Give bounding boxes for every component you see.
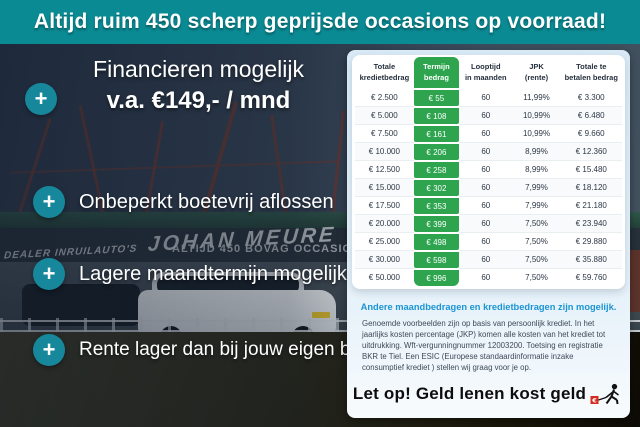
- table-cell: 60: [459, 196, 513, 214]
- benefit-lower-term-title: Lagere maandtermijn mogelijk: [79, 262, 347, 285]
- table-cell: 11,99%: [523, 92, 550, 102]
- table-cell: 60: [459, 268, 513, 286]
- table-cell: 60: [459, 106, 513, 124]
- table-cell: € 10.000: [355, 142, 414, 160]
- table-cell: 7,99%: [512, 178, 561, 196]
- table-cell: 60: [459, 250, 513, 268]
- table-cell: € 17.500: [355, 196, 414, 214]
- table-cell: 7,50%: [512, 250, 561, 268]
- table-cell: 60: [459, 214, 513, 232]
- table-cell: € 25.000: [355, 232, 414, 250]
- table-row: € 15.000 € 302 60 7,99% € 18.120: [355, 178, 622, 196]
- benefit-interest: + Rente lager dan bij jouw eigen bank: [33, 334, 381, 366]
- table-cell: 8,99%: [512, 142, 561, 160]
- table-cell: € 6.480: [560, 106, 622, 124]
- table-row: € 7.500 € 161 60 10,99% € 9.660: [355, 124, 622, 142]
- table-cell: € 50.000: [355, 268, 414, 286]
- plus-icon: +: [33, 258, 65, 290]
- table-cell: € 2.500: [371, 92, 398, 102]
- table-cell: 7,99%: [512, 196, 561, 214]
- table-cell: € 258: [413, 160, 460, 178]
- table-cell: € 21.180: [560, 196, 622, 214]
- table-cell: € 29.880: [560, 232, 622, 250]
- table-cell: 7,50%: [512, 232, 561, 250]
- credit-warning: Let op! Geld lenen kost geld €: [352, 383, 625, 405]
- benefit-financing-title: Financieren mogelijk: [93, 56, 304, 82]
- credit-warning-text: Let op! Geld lenen kost geld: [352, 383, 587, 403]
- table-cell: 60: [459, 160, 513, 178]
- benefit-interest-title: Rente lager dan bij jouw eigen bank: [79, 339, 382, 360]
- benefit-financing-price: v.a. €149,- / mnd: [106, 87, 291, 114]
- table-cell: € 161: [413, 124, 460, 142]
- svg-text:€: €: [591, 396, 597, 404]
- header-jpk: JPK (rente): [524, 62, 549, 82]
- table-cell: € 399: [413, 214, 460, 232]
- table-cell: € 108: [413, 106, 460, 124]
- table-cell: € 3.300: [577, 92, 605, 102]
- table-cell: € 598: [413, 250, 460, 268]
- table-row: € 5.000 € 108 60 10,99% € 6.480: [355, 106, 622, 124]
- table-cell: € 12.500: [355, 160, 414, 178]
- header-duration: Looptijd in maanden: [464, 62, 507, 82]
- loan-table-body: € 2.500 € 55 60 11,99% € 3.300 € 5.000 € 108 60…: [355, 88, 622, 286]
- header-term-amount: Termijn bedrag: [413, 57, 460, 88]
- table-cell: € 353: [413, 196, 460, 214]
- table-cell: € 5.000: [355, 106, 414, 124]
- table-row: € 30.000 € 598 60 7,50% € 35.880: [355, 250, 622, 268]
- table-cell: € 23.940: [560, 214, 622, 232]
- benefit-repayment-title: Onbeperkt boetevrij aflossen: [79, 190, 334, 213]
- table-cell: 60: [459, 142, 513, 160]
- table-cell: € 12.360: [560, 142, 622, 160]
- table-header-row: Totale kredietbedrag Termijn bedrag Loopti…: [355, 57, 622, 88]
- table-cell: € 20.000: [355, 214, 414, 232]
- plus-icon: +: [25, 82, 57, 115]
- table-cell: € 206: [413, 142, 460, 160]
- table-cell: € 55: [413, 88, 460, 106]
- table-cell: 8,99%: [512, 160, 561, 178]
- table-cell: € 35.880: [560, 250, 622, 268]
- table-cell: € 30.000: [355, 250, 414, 268]
- table-row: € 12.500 € 258 60 8,99% € 15.480: [355, 160, 622, 178]
- table-cell: € 15.000: [355, 178, 414, 196]
- table-row: € 2.500 € 55 60 11,99% € 3.300: [355, 88, 622, 106]
- plus-icon: +: [33, 334, 65, 366]
- loan-table: Totale kredietbedrag Termijn bedrag Loopti…: [355, 57, 622, 286]
- table-cell: 10,99%: [512, 106, 561, 124]
- table-cell: € 18.120: [560, 178, 622, 196]
- table-row: € 17.500 € 353 60 7,99% € 21.180: [355, 196, 622, 214]
- table-cell: € 302: [413, 178, 460, 196]
- top-banner: Altijd ruim 450 scherp geprijsde occasio…: [0, 0, 640, 44]
- table-cell: € 7.500: [355, 124, 414, 142]
- loan-table-card: Totale kredietbedrag Termijn bedrag Loopti…: [352, 55, 625, 289]
- header-credit-amount: Totale kredietbedrag: [359, 62, 410, 82]
- header-total-payable: Totale te betalen bedrag: [564, 62, 618, 82]
- table-cell: 60: [459, 178, 513, 196]
- table-cell: 60: [481, 92, 491, 102]
- table-cell: 7,50%: [512, 214, 561, 232]
- table-cell: € 9.660: [560, 124, 622, 142]
- plus-icon: +: [33, 186, 65, 218]
- table-row: € 25.000 € 498 60 7,50% € 29.880: [355, 232, 622, 250]
- finance-panel: Totale kredietbedrag Termijn bedrag Loopti…: [347, 50, 630, 418]
- disclaimer-text: Genoemde voorbeelden zijn op basis van p…: [362, 319, 606, 372]
- table-row: € 20.000 € 399 60 7,50% € 23.940: [355, 214, 622, 232]
- benefit-financing: + Financieren mogelijk v.a. €149,- / mnd: [25, 56, 340, 115]
- benefit-repayment: + Onbeperkt boetevrij aflossen: [33, 186, 334, 218]
- table-row: € 10.000 € 206 60 8,99% € 12.360: [355, 142, 622, 160]
- table-row: € 50.000 € 996 60 7,50% € 59.760: [355, 268, 622, 286]
- credit-warning-icon: €: [590, 383, 620, 404]
- table-cell: € 59.760: [560, 268, 622, 286]
- table-cell: € 996: [413, 268, 460, 286]
- table-cell: 60: [459, 124, 513, 142]
- banner-text: Altijd ruim 450 scherp geprijsde occasio…: [33, 10, 607, 33]
- other-amounts-note: Andere maandbedragen en kredietbedragen …: [360, 302, 617, 312]
- table-cell: 7,50%: [512, 268, 561, 286]
- benefit-lower-term: + Lagere maandtermijn mogelijk: [33, 258, 347, 290]
- table-cell: 10,99%: [512, 124, 561, 142]
- table-cell: € 498: [413, 232, 460, 250]
- table-cell: € 15.480: [560, 160, 622, 178]
- table-cell: 60: [459, 232, 513, 250]
